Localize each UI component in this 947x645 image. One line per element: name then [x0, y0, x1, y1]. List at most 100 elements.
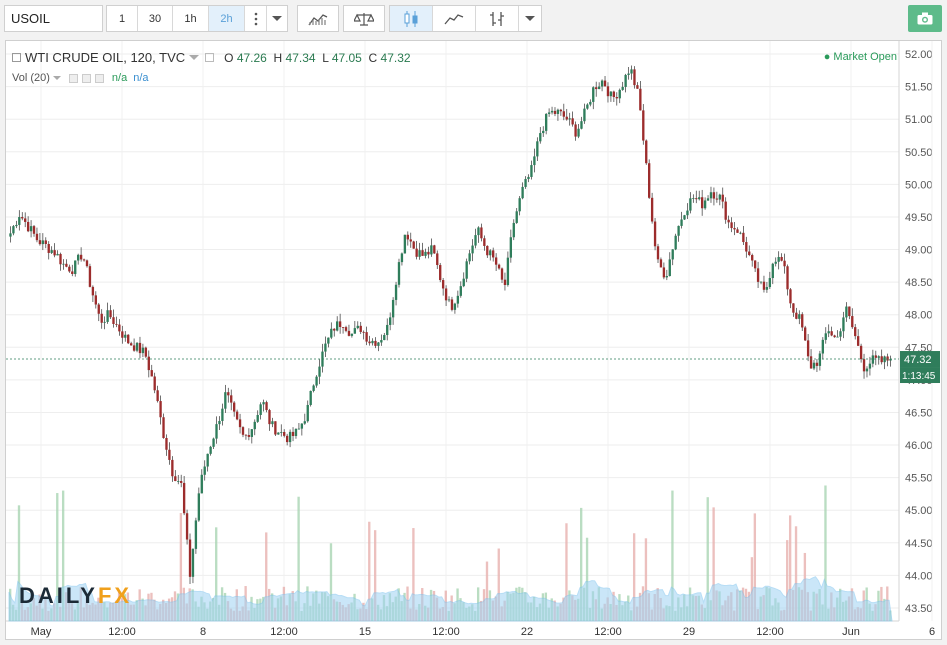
interval-30-button[interactable]: 30 [138, 6, 173, 31]
candle-body [277, 432, 280, 435]
volume-bar [644, 538, 648, 621]
candle-body [597, 86, 601, 90]
balance-scale-icon[interactable] [344, 6, 384, 31]
candle-body [447, 299, 451, 301]
candle-body [648, 163, 651, 198]
interval-1-button[interactable]: 1 [107, 6, 138, 31]
x-tick-label: 12:00 [270, 626, 298, 638]
candle-body [786, 266, 789, 290]
volume-bar [265, 532, 268, 621]
chevron-down-icon[interactable] [267, 6, 287, 31]
candle-body [709, 192, 713, 199]
volume-bar [750, 557, 754, 621]
candle-body [212, 438, 215, 447]
candle-body [29, 226, 33, 232]
countdown-tag [900, 367, 940, 384]
volume-chevron-icon[interactable] [52, 75, 61, 81]
candle-body [421, 250, 424, 256]
countdown-label: 1:13:45 [902, 371, 936, 382]
candle-body [695, 198, 698, 200]
vertical-dots-icon[interactable] [245, 6, 267, 31]
candlestick-icon[interactable] [390, 6, 433, 31]
gear-icon[interactable] [81, 73, 91, 83]
candle-body [115, 323, 118, 325]
candle-body [456, 295, 460, 304]
x-tick-label: 22 [521, 626, 533, 638]
candle-body [50, 250, 53, 253]
x-tick-label: 29 [683, 626, 695, 638]
compare-group [343, 5, 385, 32]
candle-body [730, 222, 733, 229]
dailyfx-logo: DAILYFX [19, 583, 133, 608]
candle-body [565, 116, 568, 120]
candle-body [194, 520, 198, 549]
indicators-group [297, 5, 339, 32]
candle-body [674, 235, 677, 250]
volume-bar [824, 485, 827, 621]
volume-bar [412, 528, 415, 621]
candle-body [135, 342, 139, 351]
volume-bar [565, 523, 568, 621]
title-chevron-icon[interactable] [189, 54, 200, 61]
chart-area[interactable]: 52.00 51.50 51.00 50.50 50.00 49.50 49.00 48.50… [5, 40, 942, 640]
x-tick-label: May [31, 626, 52, 638]
camera-icon[interactable] [908, 5, 942, 32]
y-tick-label: 48.50 [905, 277, 933, 289]
candle-body [633, 69, 636, 86]
candle-body [338, 321, 342, 328]
candle-body [821, 339, 825, 354]
candle-body [762, 281, 766, 290]
interval-2h-button[interactable]: 2h [209, 6, 245, 31]
candle-body [492, 250, 495, 258]
candle-body [656, 246, 660, 260]
candle-body [753, 260, 757, 269]
candle-body [97, 304, 100, 314]
candle-body [718, 194, 721, 200]
symbol-search-input[interactable]: USOIL [4, 5, 103, 32]
eye-icon[interactable] [68, 73, 78, 83]
candle-body [68, 266, 71, 272]
chart-style-chevron-icon[interactable] [519, 6, 541, 31]
ohlc-bar-icon[interactable] [476, 6, 519, 31]
candle-body [571, 118, 574, 125]
candle-body [171, 459, 174, 477]
candle-body [185, 513, 189, 540]
candle-body [341, 327, 345, 328]
candle-body [76, 254, 80, 261]
candle-body [544, 113, 548, 131]
settings-square-icon[interactable] [205, 53, 215, 62]
y-tick-label: 44.00 [905, 570, 933, 582]
candle-body [241, 427, 245, 435]
candle-body [82, 259, 86, 261]
candle-body [59, 253, 62, 265]
candle-body [600, 80, 604, 87]
candle-body [880, 356, 883, 363]
y-tick-label: 50.00 [905, 179, 933, 191]
candle-body [768, 278, 772, 288]
y-tick-label: 46.50 [905, 407, 933, 419]
candle-body [689, 198, 692, 211]
candle-body [159, 401, 162, 418]
candle-body [645, 140, 648, 164]
candle-body [444, 288, 448, 301]
candle-body [153, 376, 156, 391]
candle-body [733, 228, 736, 230]
candle-body [621, 86, 624, 90]
candle-body [318, 366, 321, 377]
candle-body [368, 341, 371, 344]
candle-body [459, 286, 462, 296]
candle-body [533, 156, 536, 166]
close-icon[interactable] [94, 73, 104, 83]
price-chart[interactable]: 52.00 51.50 51.00 50.50 50.00 49.50 49.00 48.50… [6, 41, 941, 639]
line-chart-icon[interactable] [433, 6, 476, 31]
candle-body [727, 219, 730, 223]
candle-body [383, 335, 386, 341]
indicators-icon[interactable] [298, 6, 338, 31]
candle-body [247, 435, 251, 437]
candle-body [250, 429, 253, 437]
candle-body [38, 240, 42, 245]
collapse-legend-icon[interactable] [12, 53, 21, 62]
interval-1h-button[interactable]: 1h [173, 6, 209, 31]
candle-body [815, 362, 819, 366]
candle-body [715, 198, 719, 200]
